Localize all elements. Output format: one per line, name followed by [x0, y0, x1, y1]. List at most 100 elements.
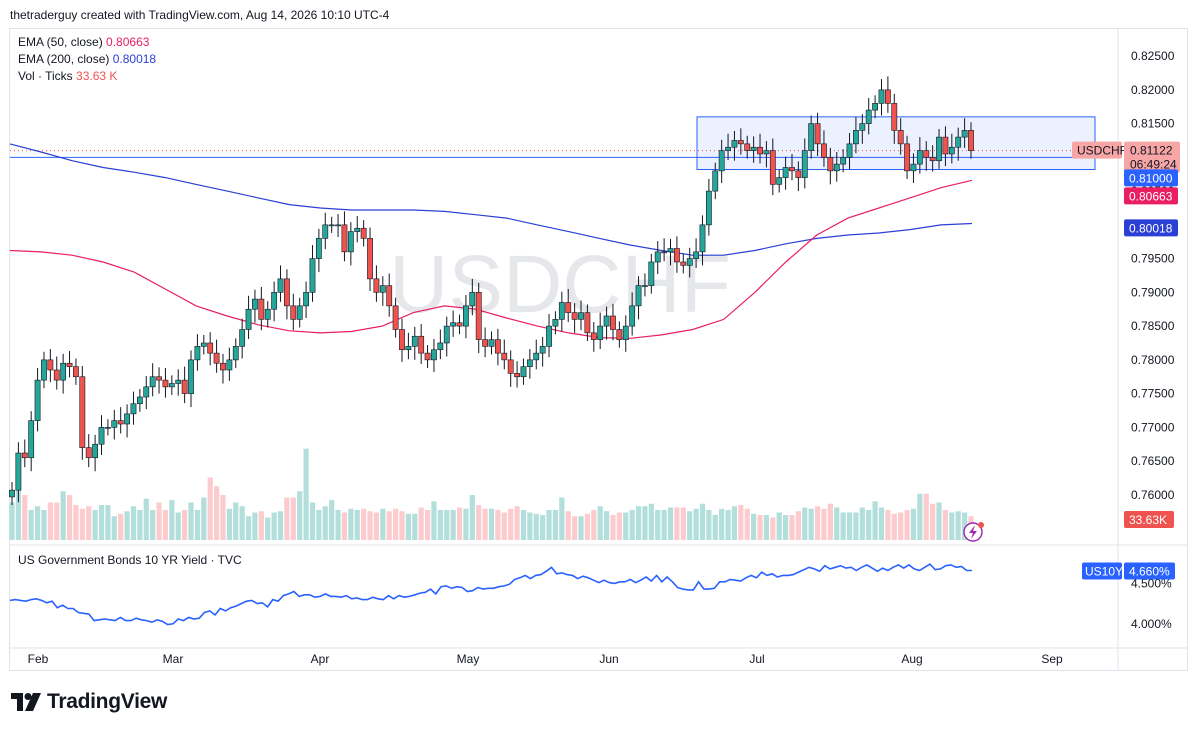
candle	[220, 353, 226, 384]
candle	[124, 404, 130, 438]
volume-bar	[226, 508, 232, 540]
volume-bar	[399, 511, 405, 540]
candle	[948, 133, 955, 164]
candle	[213, 339, 220, 373]
candle-body	[942, 136, 949, 155]
candle	[526, 349, 533, 379]
volume-bar	[476, 505, 482, 540]
volume-bar	[603, 511, 610, 540]
candle-body	[865, 109, 872, 124]
volume-bar	[866, 510, 872, 540]
candle-body	[239, 329, 246, 347]
time-axis-label: May	[457, 652, 480, 666]
candle	[846, 133, 853, 170]
volume-bar	[130, 506, 137, 540]
volume-bar	[591, 510, 597, 540]
candle-body	[955, 136, 962, 148]
yield-value-tag: 4.660%	[1129, 565, 1170, 579]
lightning-bolt-icon	[969, 525, 977, 539]
candle	[827, 147, 834, 185]
volume-bar	[143, 498, 149, 540]
candle-body	[354, 227, 361, 232]
candle	[680, 253, 687, 274]
volume-bar	[674, 507, 680, 540]
candle-body	[750, 146, 757, 151]
candle	[194, 334, 201, 371]
candle-body	[801, 150, 808, 178]
time-axis-label: Sep	[1041, 652, 1063, 666]
candle	[514, 361, 520, 388]
candle	[558, 291, 565, 332]
volume-bar	[213, 486, 220, 540]
volume-bar	[508, 508, 514, 540]
legend-ema50[interactable]: EMA (50, close) 0.80663	[18, 35, 150, 49]
volume-bar	[533, 513, 539, 540]
candle	[418, 324, 425, 364]
candle	[335, 214, 341, 238]
candle-body	[258, 298, 265, 320]
candle	[910, 153, 917, 184]
volume-bar	[258, 511, 264, 540]
volume-bar	[316, 510, 322, 540]
legend-ema200[interactable]: EMA (200, close) 0.80018	[18, 52, 157, 66]
volume-bar	[834, 507, 840, 540]
candle	[923, 141, 930, 171]
volume-bar	[904, 510, 910, 540]
price-tick-label: 0.78000	[1131, 353, 1175, 367]
volume-bar	[424, 510, 431, 540]
candle-body	[507, 359, 514, 374]
candle	[814, 112, 821, 157]
volume-bar	[962, 512, 968, 540]
yield-tick-label: 4.000%	[1131, 617, 1172, 631]
time-axis-label: Mar	[163, 652, 184, 666]
candle	[98, 415, 105, 456]
volume-bar	[546, 510, 552, 540]
tradingview-logo[interactable]: TradingView	[11, 690, 167, 714]
candle	[66, 351, 73, 378]
candle	[635, 276, 642, 320]
candle	[821, 130, 827, 167]
candle-body	[872, 103, 878, 111]
price-tick-label: 0.82000	[1131, 83, 1175, 97]
candle-body	[162, 379, 169, 388]
volume-bar	[495, 510, 501, 540]
volume-bar	[469, 495, 475, 540]
candle-body	[475, 292, 482, 340]
candle	[603, 306, 610, 340]
candle	[200, 334, 207, 355]
volume-bar	[150, 510, 156, 540]
candle-body	[859, 123, 866, 131]
volume-bar	[789, 515, 795, 540]
candle-body	[315, 238, 322, 259]
candle-body	[642, 285, 648, 287]
volume-bar	[373, 512, 380, 540]
candle-body	[731, 140, 738, 148]
volume-bar	[795, 511, 801, 540]
volume-bar	[22, 495, 28, 540]
candle	[463, 295, 469, 339]
volume-bar	[680, 507, 686, 540]
candle	[105, 419, 111, 436]
volume-bar	[361, 508, 367, 540]
volume-bar	[635, 506, 642, 540]
candle	[667, 239, 674, 266]
alert-dot-icon	[978, 522, 984, 528]
candle-body	[181, 379, 188, 394]
candle	[258, 286, 265, 331]
volume-bar	[687, 511, 693, 540]
candle-body	[936, 136, 942, 162]
candle-body	[578, 312, 584, 320]
candle-body	[296, 305, 303, 320]
candle-body	[494, 339, 501, 354]
candle-body	[712, 170, 719, 192]
volume-bar	[28, 510, 34, 540]
volume-bar	[846, 512, 853, 540]
candle	[309, 245, 316, 302]
volume-bar	[782, 515, 789, 540]
candle-body	[341, 224, 348, 253]
candle-body	[661, 251, 668, 254]
candle	[156, 367, 162, 394]
legend-volume[interactable]: Vol · Ticks 33.63 K	[18, 69, 118, 83]
candle-body	[878, 89, 885, 104]
